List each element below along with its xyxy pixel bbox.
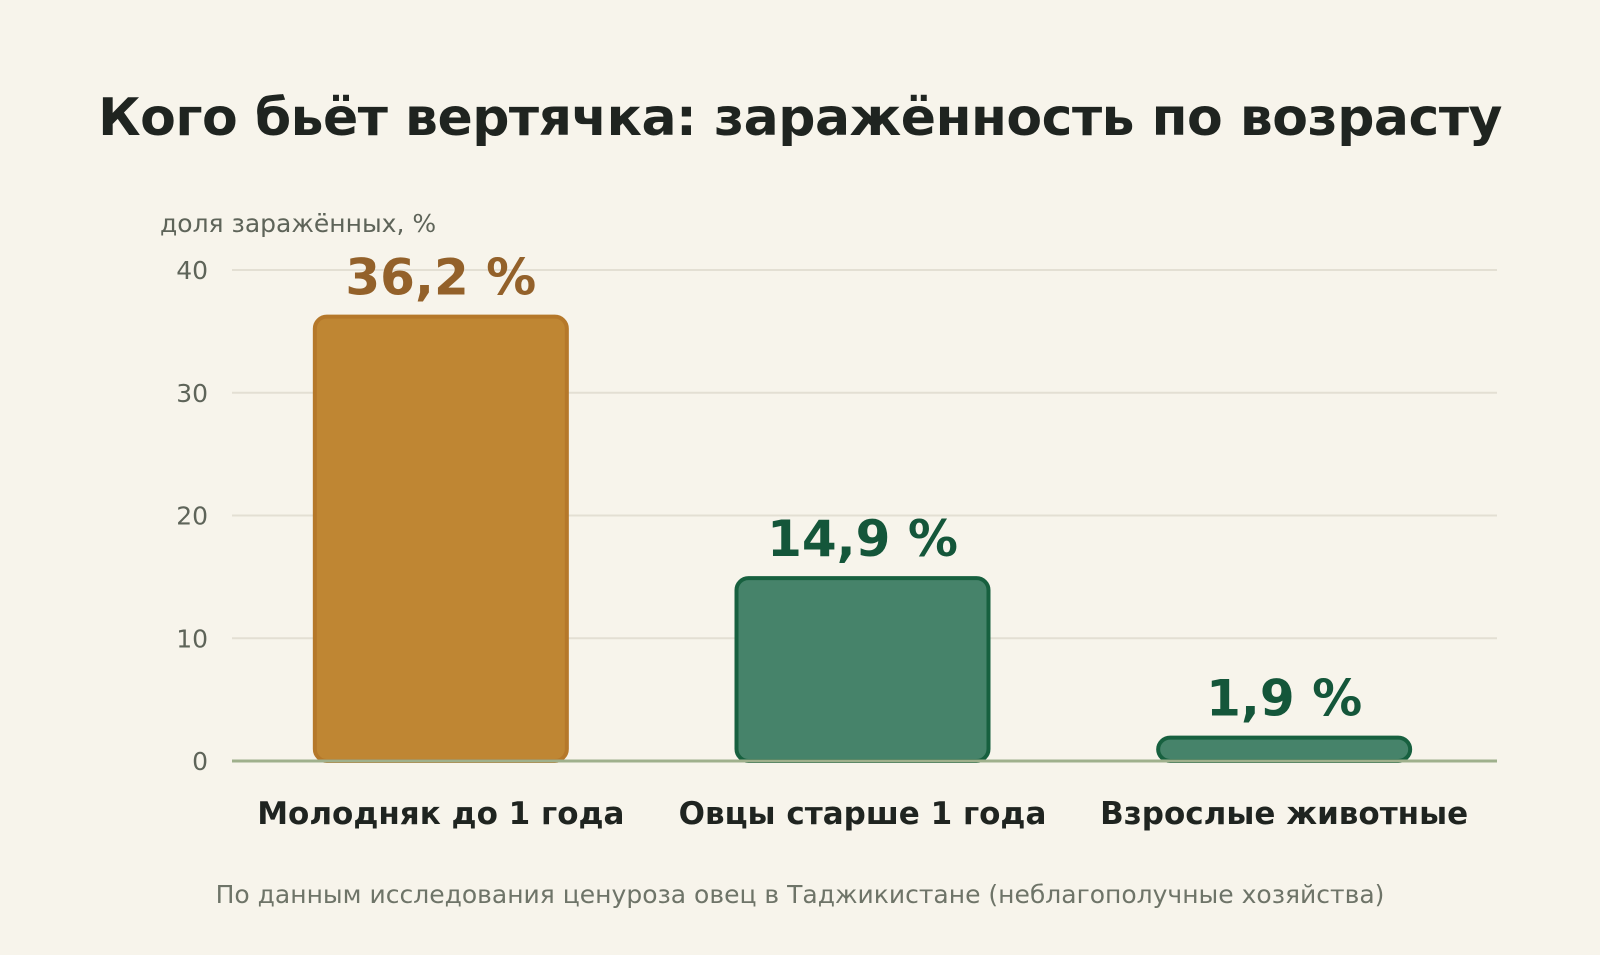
y-tick-label: 0 (192, 747, 208, 776)
category-labels: Молодняк до 1 года Овцы старше 1 года Взро… (257, 796, 1468, 832)
bar (1156, 735, 1413, 763)
y-tick-label: 40 (176, 256, 208, 285)
bars (312, 314, 1413, 763)
y-axis-ticks: 0 10 20 30 40 (176, 256, 208, 776)
y-tick-label: 10 (176, 624, 208, 653)
bar-value-label: 14,9 % (767, 510, 958, 568)
bar-value-label: 36,2 % (345, 249, 536, 307)
bar-value-label: 1,9 % (1206, 670, 1362, 728)
y-tick-label: 20 (176, 502, 208, 531)
value-labels: 36,2 % 14,9 % 1,9 % (345, 249, 1362, 728)
chart-title: Кого бьёт вертячка: заражённость по возр… (98, 88, 1502, 148)
bar (312, 314, 569, 763)
source-note: По данным исследования ценуроза овец в Т… (215, 880, 1385, 909)
y-tick-label: 30 (176, 379, 208, 408)
category-label: Овцы старше 1 года (679, 796, 1047, 832)
y-axis-label: доля заражённых, % (160, 209, 436, 238)
category-label: Взрослые животные (1100, 796, 1468, 832)
category-label: Молодняк до 1 года (257, 796, 624, 832)
bar (734, 576, 991, 763)
